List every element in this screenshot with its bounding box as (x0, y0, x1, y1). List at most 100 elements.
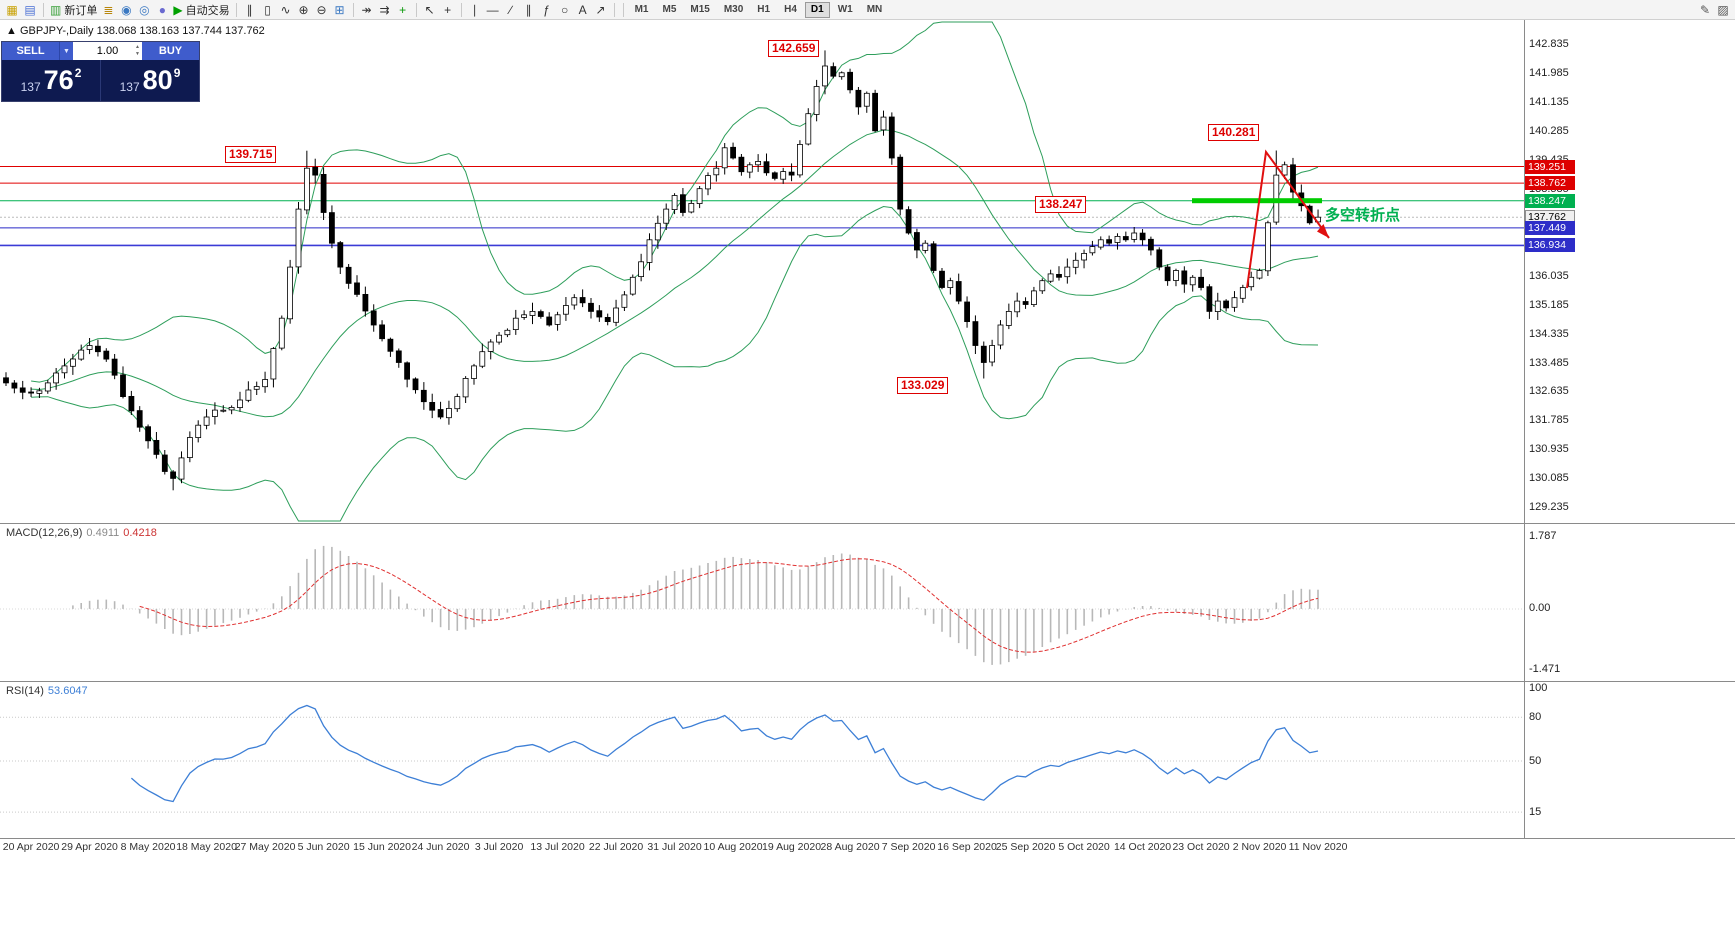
crosshair-icon: + (444, 2, 452, 17)
candlestick-icon[interactable]: ▯ (259, 1, 277, 19)
buy-button[interactable]: BUY (142, 42, 199, 60)
timeframe-m15-button[interactable]: M15 (684, 2, 715, 18)
navigator-icon[interactable]: ◎ (135, 1, 153, 19)
new-chart-icon: ▦ (6, 2, 18, 17)
vertical-line-icon[interactable]: ∣ (466, 1, 484, 19)
sell-button[interactable]: SELL (2, 42, 59, 60)
toolbar-separator (235, 2, 237, 17)
toolbar-separator (352, 2, 354, 17)
zoom-out-icon: ⊖ (316, 2, 327, 17)
macd-signal-line (139, 558, 1319, 653)
bollinger-lower-line (31, 205, 1319, 522)
oneclick-toggle-icon[interactable]: ▲ (6, 25, 17, 37)
macd-signal-value: 0.4218 (123, 527, 157, 539)
shapes-icon: ○ (560, 2, 569, 17)
cursor-icon[interactable]: ↖ (421, 1, 439, 19)
buy-price-point: 9 (173, 66, 181, 80)
channel-icon[interactable]: ∥ (520, 1, 538, 19)
market-watch-icon: ◉ (121, 2, 132, 17)
rsi-level-lines (0, 716, 1524, 813)
symbol-name: GBPJPY-,Daily (19, 25, 94, 37)
terminal-icon[interactable]: ● (153, 1, 171, 19)
sell-price-figure: 137 (20, 80, 41, 94)
timeframe-m30-button[interactable]: M30 (718, 2, 749, 18)
toolbar-separator (460, 2, 462, 17)
chart-shift-icon: ⇉ (379, 2, 390, 17)
zoom-in-icon[interactable]: ⊕ (295, 1, 313, 19)
cursor-icon: ↖ (424, 2, 435, 17)
trend-arrows[interactable] (1246, 149, 1330, 289)
new-chart-icon[interactable]: ▦ (3, 1, 21, 19)
edit-chart-icon[interactable]: ✎ (1696, 1, 1714, 19)
timeframe-w1-button[interactable]: W1 (832, 2, 859, 18)
profiles-icon[interactable]: ▤ (21, 1, 39, 19)
volume-stepper[interactable]: ▲ ▼ (135, 44, 140, 58)
metaeditor-icon[interactable]: ≣ (99, 1, 117, 19)
sell-price-button[interactable]: 137 76 2 (2, 60, 101, 101)
rsi-name: RSI(14) (6, 685, 44, 697)
spin-up-icon[interactable]: ▲ (135, 44, 140, 50)
objects-list-icon[interactable]: ▨ (1714, 1, 1732, 19)
arrows-tool-icon[interactable]: ↗ (592, 1, 610, 19)
horizontal-line-icon[interactable]: ― (484, 1, 502, 19)
toolbar-separator (613, 2, 615, 17)
text-icon: A (578, 2, 587, 17)
fibonacci-icon: ƒ (543, 2, 550, 17)
new-order-button[interactable]: ▥ 新订单 (48, 1, 99, 19)
toolbar-separator (622, 2, 624, 17)
line-chart-icon: ∿ (280, 2, 291, 17)
spin-down-icon[interactable]: ▼ (135, 51, 140, 57)
rsi-line (130, 704, 1319, 803)
autotrading-button[interactable]: ▶ 自动交易 (171, 1, 231, 19)
zoom-out-icon[interactable]: ⊖ (313, 1, 331, 19)
timeframe-d1-button[interactable]: D1 (804, 1, 830, 18)
candles-layer (3, 50, 1321, 491)
shapes-icon[interactable]: ○ (556, 1, 574, 19)
fibonacci-icon[interactable]: ƒ (538, 1, 556, 19)
chart-shift-icon[interactable]: ⇉ (376, 1, 394, 19)
terminal-icon: ● (158, 2, 166, 17)
trendline-icon[interactable]: ∕ (502, 1, 520, 19)
tile-windows-icon[interactable]: ⊞ (331, 1, 349, 19)
toolbar-right-group: ✎ ▨ (1696, 1, 1732, 19)
trend-arrow-line[interactable] (1246, 149, 1330, 289)
timeframe-mn-button[interactable]: MN (861, 2, 889, 18)
market-watch-icon[interactable]: ◉ (117, 1, 135, 19)
arrows-tool-icon: ↗ (595, 2, 606, 17)
zoom-in-icon: ⊕ (298, 2, 309, 17)
navigator-icon: ◎ (139, 2, 150, 17)
text-icon[interactable]: A (574, 1, 592, 19)
macd-histogram (72, 545, 1319, 665)
sell-price-pips: 76 (43, 65, 74, 95)
auto-scroll-icon: ↠ (361, 2, 372, 17)
horizontal-line-icon: ― (486, 2, 499, 17)
toolbar-separator (415, 2, 417, 17)
macd-name: MACD(12,26,9) (6, 527, 83, 539)
horizontal-price-lines[interactable] (0, 166, 1524, 247)
new-order-button: ▥ (50, 2, 62, 17)
volume-input[interactable]: 1.00 ▲ ▼ (73, 42, 142, 60)
auto-scroll-icon[interactable]: ↠ (358, 1, 376, 19)
timeframe-m1-button[interactable]: M1 (629, 2, 655, 18)
timeframe-m5-button[interactable]: M5 (656, 2, 682, 18)
panel-separators (0, 20, 1735, 839)
bar-chart-icon[interactable]: ∥ (241, 1, 259, 19)
timeframe-h4-button[interactable]: H4 (778, 2, 803, 18)
candlestick-icon: ▯ (264, 2, 271, 17)
crosshair-icon[interactable]: + (439, 1, 457, 19)
channel-icon: ∥ (525, 2, 532, 17)
buy-price-figure: 137 (119, 80, 140, 94)
rsi-value: 53.6047 (47, 685, 88, 697)
line-chart-icon[interactable]: ∿ (277, 1, 295, 19)
support-zone-band[interactable] (1192, 198, 1322, 204)
buy-price-button[interactable]: 137 80 9 (101, 60, 199, 101)
bollinger-middle-line (31, 129, 1319, 418)
order-type-dropdown[interactable]: ▼ (59, 42, 73, 60)
main-toolbar: ▦ ▤ ▥ 新订单 ≣ ◉ ◎ ● ▶ 自动交易 ∥ ▯ ∿ ⊕ ⊖ ⊞ ↠ ⇉ + ↖ + ∣ ― ∕ ∥ ƒ ○ A ↗ M1 M5 M1… (0, 0, 1735, 20)
metaeditor-icon: ≣ (103, 2, 114, 17)
timeframe-h1-button[interactable]: H1 (751, 2, 776, 18)
buy-price-pips: 80 (142, 65, 173, 95)
indicators-icon[interactable]: + (394, 1, 412, 19)
vertical-line-icon: ∣ (471, 2, 478, 17)
